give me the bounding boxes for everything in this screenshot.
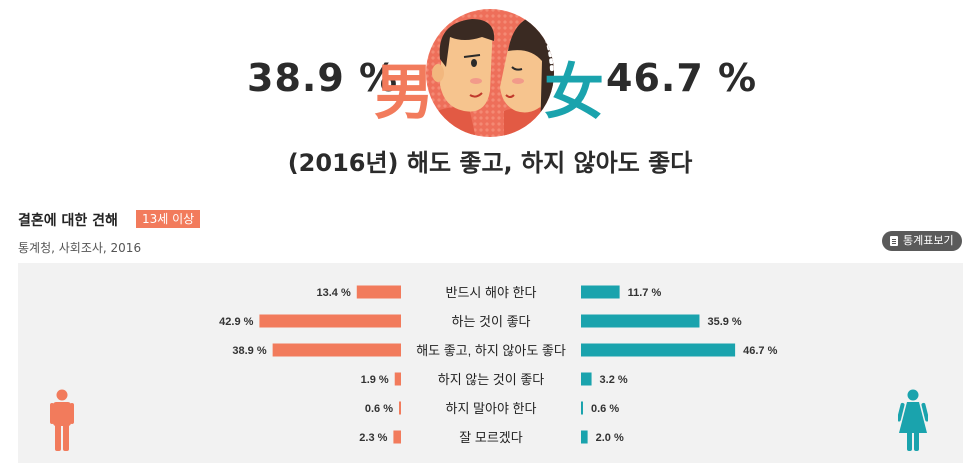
male-bar xyxy=(272,343,401,357)
male-value-label: 13.4 % xyxy=(317,287,351,299)
female-percentage: 46.7 % xyxy=(606,56,758,100)
hero-banner: 38.9 % 男 女 46.7 % xyxy=(0,0,980,190)
male-bar xyxy=(394,372,401,386)
category-label: 하지 않는 것이 좋다 xyxy=(438,372,545,387)
document-icon xyxy=(890,236,898,246)
female-value-label: 2.0 % xyxy=(596,432,624,444)
category-label: 하는 것이 좋다 xyxy=(452,314,531,329)
stat-table-button-label: 통계표보기 xyxy=(903,234,954,247)
category-label: 잘 모르겠다 xyxy=(459,430,522,445)
male-bar xyxy=(399,401,401,415)
hero-subtitle: (2016년) 해도 좋고, 하지 않아도 좋다 xyxy=(287,149,693,177)
age-badge: 13세 이상 xyxy=(136,210,201,228)
bar-chart: 13.4 % 반드시 해야 한다 11.7 % 42.9 % 하는 것이 좋다 35.9 … xyxy=(219,285,777,445)
section-title: 결혼에 대한 견해 xyxy=(18,213,118,229)
category-label: 해도 좋고, 하지 않아도 좋다 xyxy=(416,343,566,358)
male-bar xyxy=(259,314,401,328)
category-label: 반드시 해야 한다 xyxy=(446,285,537,300)
female-character: 女 xyxy=(544,58,604,128)
male-bar xyxy=(393,430,401,444)
female-value-label: 35.9 % xyxy=(707,316,741,328)
female-bar xyxy=(581,343,736,357)
man-icon xyxy=(50,389,74,451)
category-label: 하지 말아야 한다 xyxy=(446,401,537,416)
male-bar xyxy=(356,285,401,299)
male-value-label: 2.3 % xyxy=(359,432,387,444)
stat-table-button[interactable]: 통계표보기 xyxy=(882,231,962,251)
female-value-label: 11.7 % xyxy=(628,287,662,299)
male-value-label: 42.9 % xyxy=(219,316,253,328)
male-percentage: 38.9 % xyxy=(247,56,399,100)
female-bar xyxy=(581,401,583,415)
male-value-label: 1.9 % xyxy=(361,374,389,386)
female-value-label: 0.6 % xyxy=(591,403,619,415)
female-bar xyxy=(581,430,588,444)
female-bar xyxy=(581,314,700,328)
female-value-label: 3.2 % xyxy=(600,374,628,386)
source-text: 통계청, 사회조사, 2016 xyxy=(18,241,142,255)
female-bar xyxy=(581,372,592,386)
female-value-label: 46.7 % xyxy=(743,345,777,357)
female-bar xyxy=(581,285,620,299)
male-character: 男 xyxy=(374,58,434,128)
male-value-label: 38.9 % xyxy=(232,345,266,357)
male-value-label: 0.6 % xyxy=(365,403,393,415)
woman-icon xyxy=(898,389,928,451)
couple-illustration xyxy=(426,9,554,137)
chart-panel: 13.4 % 반드시 해야 한다 11.7 % 42.9 % 하는 것이 좋다 35.9 … xyxy=(18,263,963,463)
